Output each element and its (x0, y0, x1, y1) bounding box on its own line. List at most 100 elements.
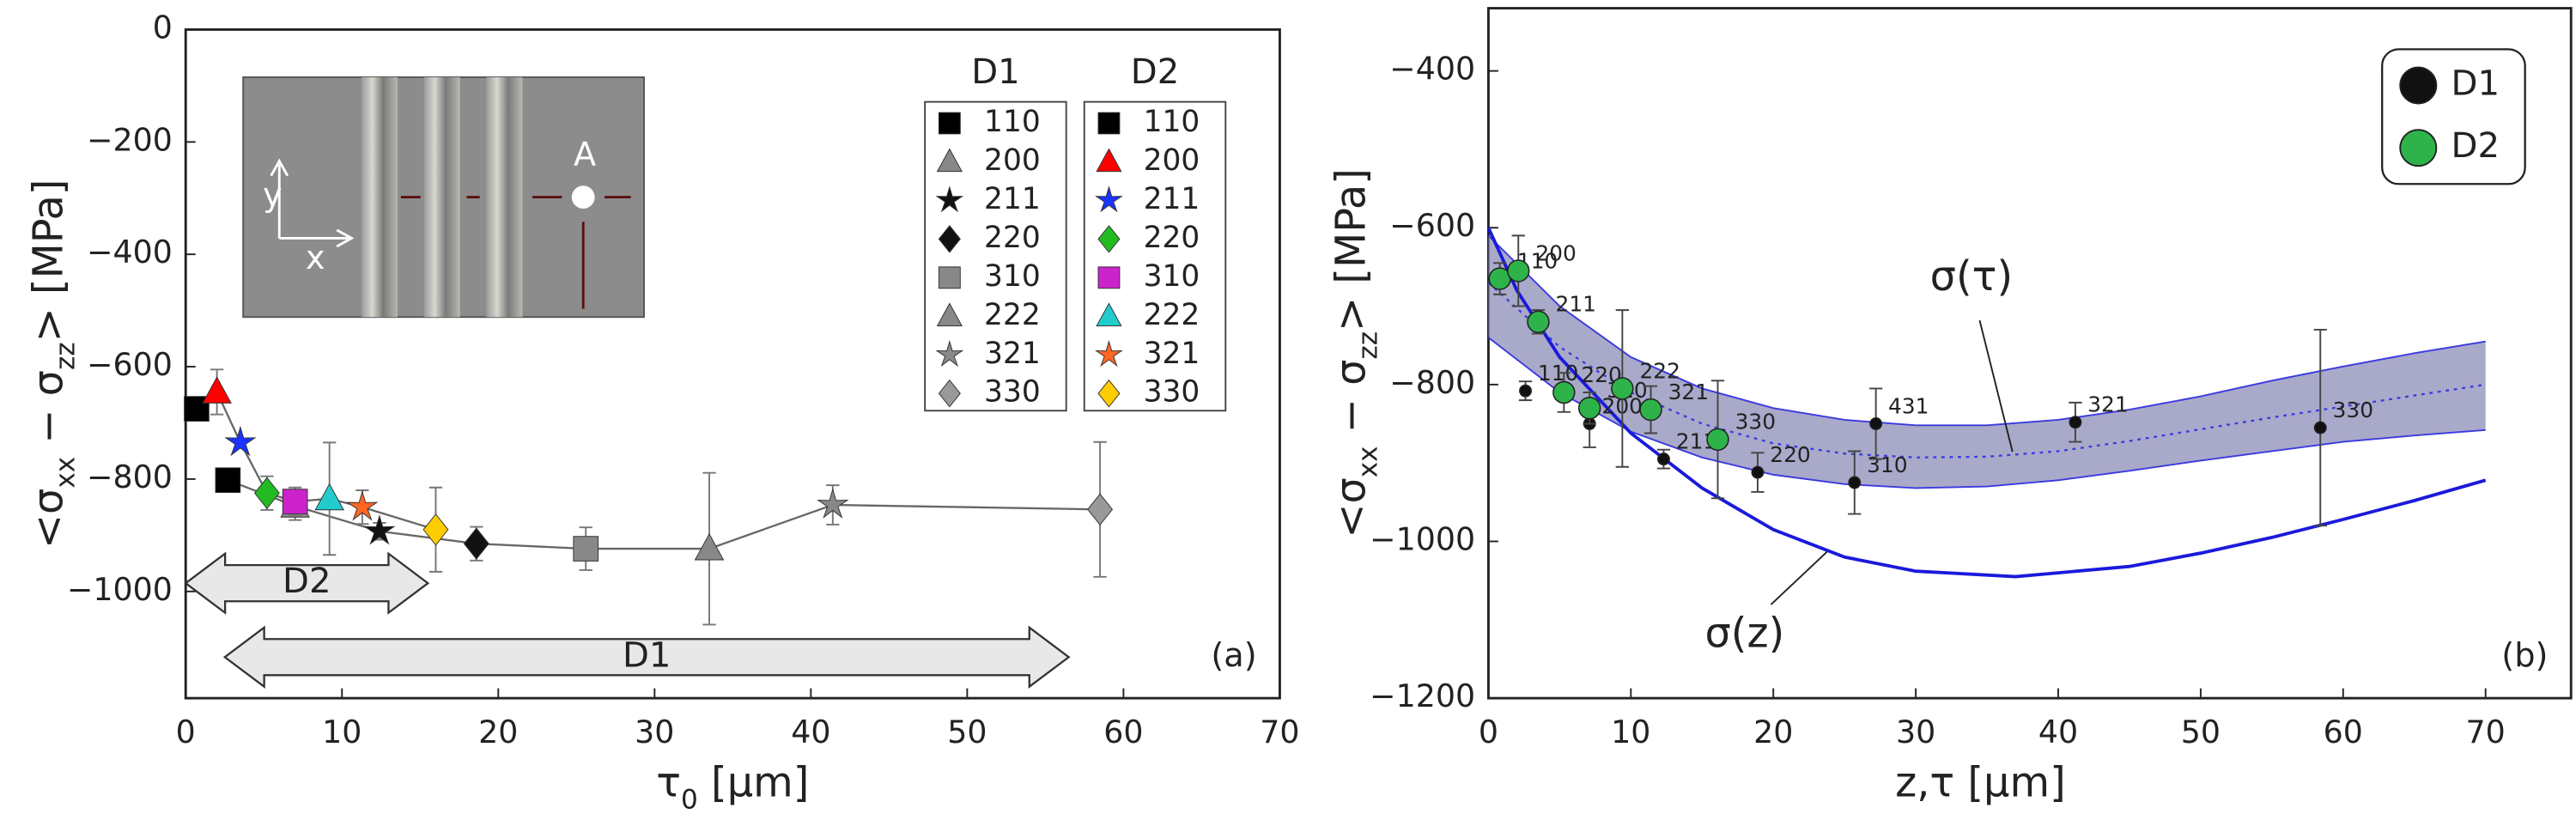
panel-label: (b) (2501, 636, 2548, 675)
marker (573, 536, 599, 562)
x-tick-label: 40 (2038, 714, 2078, 750)
plot-frame (184, 28, 1281, 700)
inset-label: x (306, 239, 325, 277)
point-label: 431 (1888, 393, 1929, 418)
legend-label: 220 (984, 221, 1041, 255)
axis-label-part: xx (50, 457, 81, 489)
legend-label: D2 (2451, 126, 2500, 166)
legend-marker (1097, 379, 1121, 408)
axis-label-part: zz (50, 342, 81, 370)
legend-marker (935, 340, 964, 368)
legend-label: 321 (1144, 337, 1200, 371)
point-label: 330 (2333, 398, 2373, 422)
point (1869, 417, 1883, 430)
legend-marker (1095, 185, 1123, 213)
legend-label: 330 (984, 375, 1041, 410)
point (1611, 377, 1634, 400)
x-tick-label: 20 (1753, 714, 1793, 750)
inset-stripe (486, 76, 523, 318)
legend-marker (936, 148, 963, 173)
point-label: 330 (1735, 410, 1776, 434)
legend-marker (2399, 129, 2438, 167)
y-tick-label: −1000 (67, 571, 173, 608)
marker (253, 477, 280, 509)
range-label: D1 (623, 635, 671, 675)
inset-stripe (423, 76, 460, 318)
y-tick-label: −600 (1389, 207, 1475, 244)
x-tick-label: 70 (2466, 714, 2506, 750)
y-tick-label: −400 (87, 234, 173, 270)
legend-marker (938, 112, 961, 135)
y-tick-label: 0 (153, 9, 173, 46)
y-tick-label: −800 (1389, 364, 1475, 401)
legend-label: 222 (1144, 298, 1200, 332)
x-tick-label: 0 (1479, 714, 1498, 750)
axis-label-part: <σ (25, 489, 72, 549)
marker (215, 467, 241, 494)
x-tick-label: 40 (791, 714, 830, 750)
legend-label: 110 (984, 105, 1041, 139)
legend-marker (1097, 112, 1121, 135)
legend-label: 110 (1144, 105, 1200, 139)
legend-marker (938, 225, 961, 253)
point (1527, 310, 1550, 334)
x-tick-label: 70 (1260, 714, 1299, 750)
legend-label: 321 (984, 337, 1041, 371)
legend-label: 200 (984, 143, 1041, 178)
axis-label-part: zz (1353, 331, 1384, 360)
legend-label: D1 (2451, 64, 2500, 103)
legend-marker (1095, 340, 1123, 368)
legend-marker (935, 185, 964, 213)
legend-marker (1096, 302, 1122, 326)
point-label: 220 (1770, 442, 1810, 467)
legend-marker (1096, 148, 1122, 173)
range-arrow (222, 625, 1071, 689)
band-edge (1487, 337, 2486, 489)
point-label: 321 (2087, 392, 2128, 417)
x-tick-label: 30 (635, 714, 674, 750)
x-tick-label: 20 (478, 714, 518, 750)
curve-label: σ(z) (1704, 610, 1784, 657)
axis-label-part: > [MPa] (1328, 168, 1376, 331)
point-label: 222 (1639, 358, 1680, 383)
series-line (227, 479, 1101, 550)
inset-label: A (574, 135, 596, 173)
inset-point (571, 185, 595, 209)
y-tick-label: −800 (87, 459, 173, 495)
axis-label: τ0 [μm] (656, 760, 809, 814)
point-label: 200 (1535, 240, 1576, 265)
y-tick-label: −400 (1389, 51, 1475, 88)
point (1639, 398, 1662, 422)
axis-label-part: [μm] (698, 760, 810, 807)
band-edge (1487, 234, 2486, 427)
axis-label: <σxx − σzz> [MPa] (25, 179, 81, 549)
legend-label: 310 (1144, 259, 1200, 294)
point (1706, 428, 1729, 451)
x-tick-label: 60 (2324, 714, 2363, 750)
legend-label: 211 (984, 182, 1041, 216)
y-tick-label: −600 (87, 346, 173, 383)
point (1507, 259, 1530, 282)
marker (1087, 493, 1114, 525)
axis-label-part: xx (1353, 446, 1384, 477)
point (1657, 453, 1670, 466)
inset-arrows (400, 196, 631, 309)
legend-marker (938, 379, 961, 408)
x-tick-label: 50 (947, 714, 987, 750)
marker (694, 532, 725, 561)
axis-label-part: <σ (1328, 477, 1376, 538)
y-tick-label: −1200 (1370, 677, 1475, 714)
axis-label-part: − σ (1328, 360, 1376, 446)
marker (422, 513, 449, 546)
x-tick-label: 30 (1896, 714, 1935, 750)
legend-label: 310 (984, 259, 1041, 294)
marker (817, 488, 849, 519)
point-label: 310 (1867, 453, 1907, 477)
uncertainty-band (1488, 235, 2486, 489)
marker (363, 514, 396, 545)
point (1751, 465, 1765, 479)
x-tick-label: 0 (176, 714, 196, 750)
legend-label: 222 (984, 298, 1041, 332)
point (1848, 476, 1862, 489)
point (2069, 416, 2082, 429)
